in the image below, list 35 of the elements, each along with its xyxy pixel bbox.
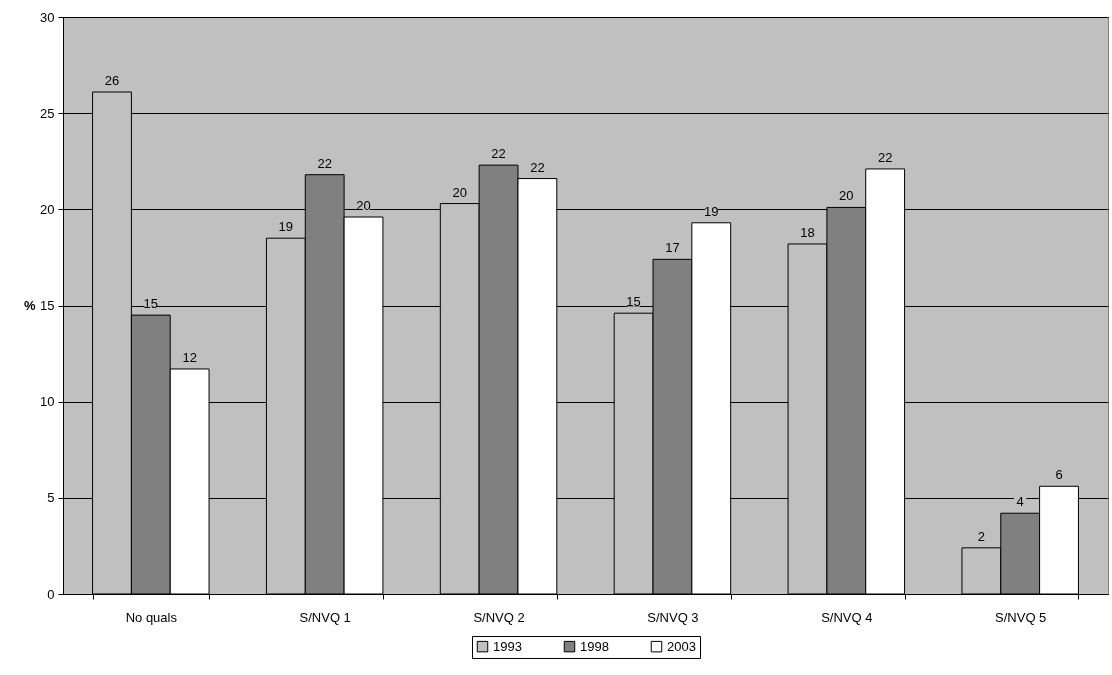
data-label: 17 (665, 240, 680, 256)
data-label: 22 (530, 159, 545, 175)
data-label: 4 (1016, 494, 1024, 510)
x-tick-label: S/NVQ 2 (473, 609, 525, 625)
data-label: 22 (491, 146, 506, 162)
y-tick-label: 20 (40, 201, 55, 217)
y-tick-label: 15 (40, 298, 55, 313)
y-tick-label: 30 (40, 9, 55, 25)
data-label: 22 (317, 155, 332, 171)
x-tick-label: No quals (125, 609, 178, 625)
data-label: 15 (626, 294, 641, 310)
data-label: 22 (877, 149, 893, 165)
data-label: 20 (839, 188, 854, 204)
legend-label: 2003 (667, 638, 696, 654)
legend-label: 1993 (493, 638, 522, 654)
y-tick-label: 5 (47, 490, 55, 506)
y-axis-title: % (23, 298, 36, 313)
x-tick-label: S/NVQ 3 (647, 609, 699, 625)
y-tick-label: 0 (47, 586, 55, 602)
x-tick-label: S/NVQ 5 (995, 609, 1047, 625)
data-label: 15 (143, 296, 159, 312)
data-label: 2 (977, 528, 985, 544)
data-label: 19 (704, 203, 719, 219)
x-tick-label: S/NVQ 4 (821, 609, 873, 625)
data-label: 6 (1055, 467, 1063, 483)
data-label: 20 (356, 198, 371, 214)
x-tick-label: S/NVQ 1 (299, 609, 351, 625)
y-tick-label: 10 (40, 394, 55, 410)
legend-label: 1998 (580, 638, 609, 654)
data-label: 12 (182, 349, 197, 365)
data-label: 20 (452, 184, 467, 200)
y-tick-label: 25 (40, 105, 55, 121)
data-label: 19 (278, 219, 294, 235)
data-label: 18 (800, 224, 815, 240)
data-label: 26 (104, 73, 120, 89)
